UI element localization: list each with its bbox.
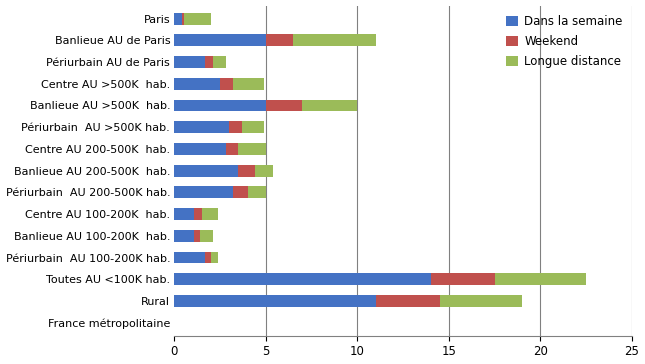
Bar: [195, 230, 200, 242]
Legend: Dans la semaine, Weekend, Longue distance: Dans la semaine, Weekend, Longue distanc…: [503, 11, 626, 72]
Bar: [174, 78, 220, 90]
Bar: [174, 208, 195, 220]
Bar: [303, 99, 357, 111]
Bar: [213, 56, 226, 68]
Bar: [195, 208, 202, 220]
Bar: [233, 78, 264, 90]
Bar: [211, 252, 218, 264]
Bar: [183, 13, 211, 24]
Bar: [255, 165, 273, 177]
Bar: [174, 99, 266, 111]
Bar: [174, 13, 182, 24]
Bar: [206, 56, 213, 68]
Bar: [440, 295, 522, 307]
Bar: [174, 273, 431, 285]
Bar: [266, 99, 303, 111]
Bar: [206, 252, 211, 264]
Bar: [233, 186, 248, 198]
Bar: [174, 121, 229, 133]
Bar: [226, 143, 239, 155]
Bar: [174, 143, 226, 155]
Bar: [293, 34, 376, 46]
Bar: [266, 34, 293, 46]
Bar: [229, 121, 242, 133]
Bar: [239, 165, 255, 177]
Bar: [174, 186, 233, 198]
Bar: [220, 78, 233, 90]
Bar: [239, 143, 266, 155]
Bar: [200, 230, 213, 242]
Bar: [202, 208, 218, 220]
Bar: [495, 273, 586, 285]
Bar: [242, 121, 264, 133]
Bar: [376, 295, 440, 307]
Bar: [182, 13, 183, 24]
Bar: [174, 295, 376, 307]
Bar: [174, 56, 206, 68]
Bar: [174, 165, 239, 177]
Bar: [174, 252, 206, 264]
Bar: [174, 34, 266, 46]
Bar: [431, 273, 495, 285]
Bar: [174, 230, 195, 242]
Bar: [248, 186, 266, 198]
